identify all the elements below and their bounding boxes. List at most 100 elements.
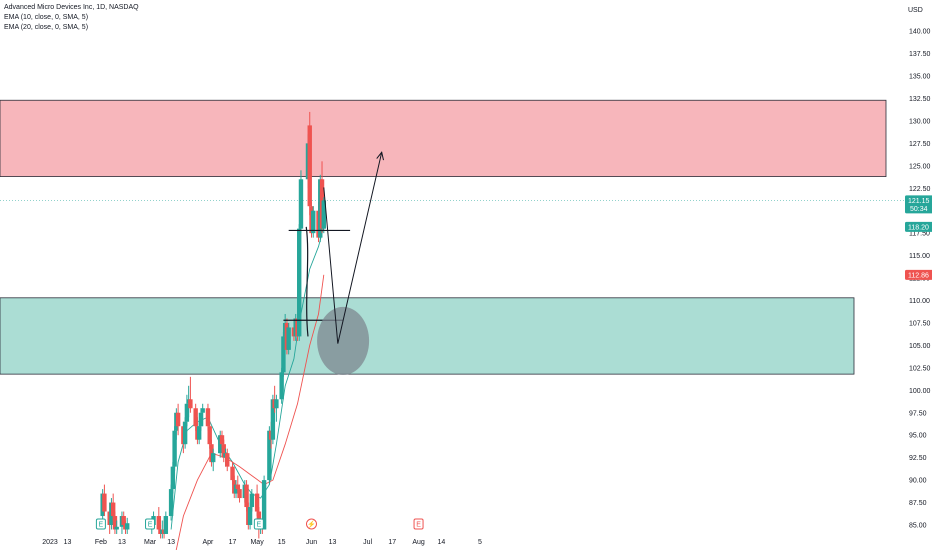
- earnings-badge-box: [253, 518, 264, 530]
- candle-body: [297, 228, 302, 337]
- earnings-icon: E: [413, 518, 424, 530]
- candle-body: [156, 516, 162, 530]
- x-tick-label: Feb: [95, 539, 107, 546]
- earnings-icon: E: [95, 518, 106, 530]
- y-tick-label: 122.50: [909, 186, 931, 193]
- price-label-box: [905, 195, 932, 214]
- price-label-value: 112.86: [908, 272, 929, 279]
- candle-body: [193, 408, 198, 427]
- candle-body: [237, 489, 242, 499]
- candle-body: [200, 408, 205, 413]
- time-axis[interactable]: 2023 13 Feb 13 Mar 13 Apr 17 May 15 Jun 13 Jul 17 Aug 1…: [42, 539, 482, 546]
- candle-body: [286, 327, 291, 350]
- x-tick-label: Mar: [144, 539, 157, 546]
- y-tick-label: 92.50: [909, 455, 927, 462]
- y-tick-label: 115.00: [909, 253, 930, 260]
- candle-body: [110, 502, 116, 517]
- earnings-icon: E: [253, 518, 264, 530]
- x-tick-label: Aug: [412, 539, 425, 546]
- candle-body: [121, 516, 126, 525]
- y-tick-label: 110.00: [909, 298, 930, 305]
- earnings-icon: E: [145, 518, 156, 530]
- price-axis[interactable]: USD 140.00 137.50 135.00 132.50 130.00 127.50…: [908, 7, 931, 530]
- supply-zone: [0, 99, 887, 177]
- chart-legend: Advanced Micro Devices Inc, 1D, NASDAQ E…: [4, 3, 139, 33]
- x-tick-label: Jul: [363, 539, 372, 546]
- candle-body: [163, 516, 169, 534]
- earnings-icon: ⚡: [305, 518, 317, 530]
- candle-body: [168, 489, 174, 517]
- candle-body: [311, 210, 316, 234]
- x-tick-label: 2023: [42, 539, 58, 546]
- y-tick-label: 135.00: [909, 74, 931, 81]
- x-tick-label: 15: [278, 539, 286, 546]
- y-tick-label: 137.50: [909, 51, 931, 58]
- y-tick-label: 97.50: [909, 410, 927, 417]
- target-ellipse: [317, 306, 370, 375]
- dividend-badge-circle: [305, 518, 317, 530]
- y-tick-label: 140.00: [909, 29, 931, 36]
- candle-body: [235, 484, 240, 490]
- indicator-ema20[interactable]: EMA (20, close, 0, SMA, 5): [4, 24, 89, 31]
- candle-body: [279, 372, 284, 400]
- x-tick-label: 14: [437, 539, 445, 546]
- y-tick-label: 127.50: [909, 141, 931, 148]
- y-tick-label: 100.00: [909, 388, 931, 395]
- earnings-letter-icon: E: [416, 522, 421, 529]
- y-tick-label: 85.00: [909, 523, 927, 530]
- y-tick-label: 130.00: [909, 118, 931, 125]
- candle-body: [125, 523, 130, 530]
- ema20-line: [175, 274, 325, 550]
- x-tick-label: 13: [64, 539, 72, 546]
- candle-body: [307, 125, 312, 207]
- y-tick-label: 87.50: [909, 500, 927, 507]
- candle-body: [261, 480, 267, 530]
- y-tick-label: 90.00: [909, 478, 927, 485]
- candle-body: [254, 493, 260, 512]
- y-tick-label: 105.00: [909, 343, 931, 350]
- candle-body: [205, 408, 211, 427]
- y-tick-label: 117.50: [909, 231, 930, 238]
- candle-body: [182, 421, 188, 445]
- candle-body: [209, 444, 214, 463]
- candle-body: [196, 426, 202, 440]
- candle-body: [175, 412, 181, 427]
- candle-body: [225, 453, 230, 467]
- x-tick-label: May: [250, 539, 264, 546]
- candle-body: [184, 403, 190, 422]
- x-tick-label: Apr: [202, 539, 214, 546]
- candle-body: [112, 516, 118, 530]
- candle-body: [247, 507, 253, 525]
- candle-body: [114, 526, 119, 530]
- x-tick-label: Jun: [306, 539, 317, 546]
- price-label-value: 121.15: [908, 198, 930, 205]
- candle-body: [249, 493, 255, 508]
- symbol-title[interactable]: Advanced Micro Devices Inc, 1D, NASDAQ: [4, 4, 139, 11]
- candle-body: [221, 444, 226, 458]
- indicator-ema10[interactable]: EMA (10, close, 0, SMA, 5): [4, 14, 89, 21]
- candle-body: [102, 493, 107, 512]
- y-tick-label: 102.50: [909, 365, 931, 372]
- candle-body: [211, 453, 216, 463]
- candle-body: [207, 426, 212, 445]
- event-badges-layer: E E E ⚡ E: [95, 518, 424, 530]
- candle-body: [233, 484, 239, 494]
- price-label: 112.86: [905, 269, 932, 280]
- earnings-letter-icon: E: [99, 522, 104, 529]
- bolt-icon: ⚡: [307, 520, 316, 529]
- x-tick-label: 5: [478, 539, 482, 546]
- breakout-curve: [305, 226, 309, 337]
- price-label-countdown: 50:34: [910, 206, 928, 213]
- candle-body: [281, 336, 286, 373]
- currency-label: USD: [908, 7, 923, 14]
- price-label-box: [905, 269, 932, 280]
- demand-zone: [0, 297, 855, 375]
- earnings-letter-icon: E: [257, 522, 262, 529]
- x-tick-label: 17: [229, 539, 237, 546]
- y-tick-label: 125.00: [909, 163, 931, 170]
- y-tick-label: 95.00: [909, 433, 927, 440]
- x-tick-label: 13: [329, 539, 337, 546]
